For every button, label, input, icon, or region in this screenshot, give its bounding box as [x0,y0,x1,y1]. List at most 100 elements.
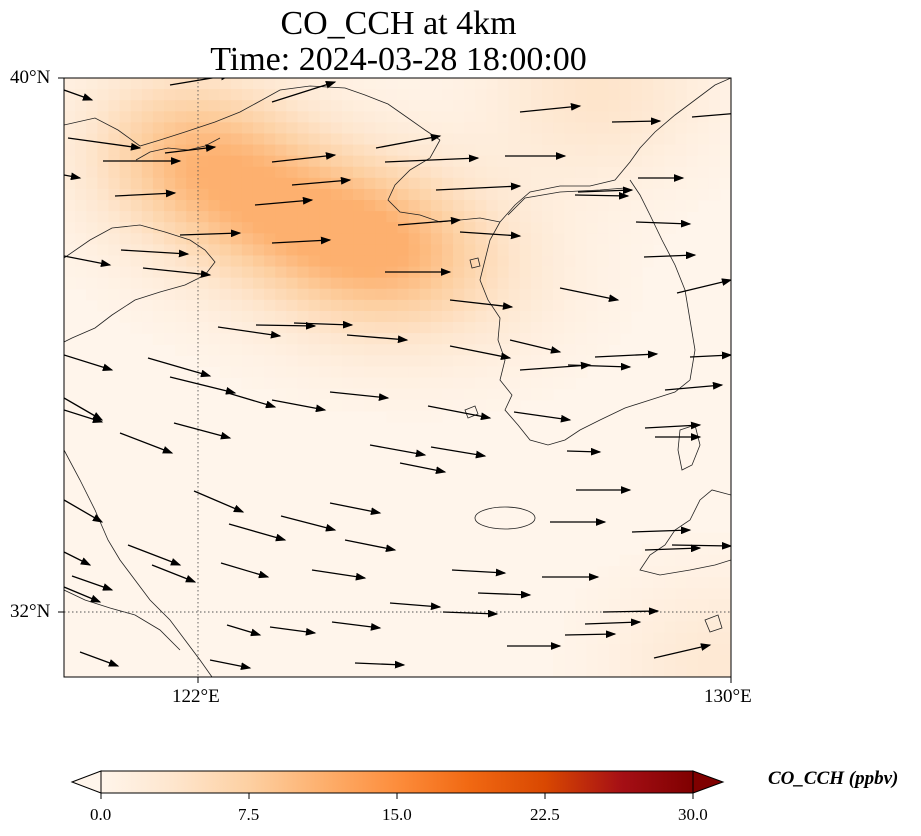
wind-arrow [691,109,731,118]
field-cell [530,366,543,379]
field-cell [364,244,376,257]
field-cell [453,255,465,268]
field-cell [375,133,387,146]
field-cell [575,211,588,223]
field-cell [130,266,143,279]
field-cell [597,144,610,157]
wind-arrow [173,422,232,440]
field-cell [719,654,731,667]
field-cell [364,377,376,390]
field-cell [642,111,654,123]
field-cell [208,133,221,146]
field-cell [330,377,343,390]
field-cell [353,266,365,279]
field-cell [553,377,565,390]
field-cell [508,255,521,268]
field-cell [542,310,554,323]
wind-arrow [559,287,620,302]
field-cell [286,377,299,390]
field-cell [241,355,254,367]
field-cell [530,100,543,112]
field-cell [653,610,665,623]
field-cell [441,78,454,90]
field-cell [130,133,143,146]
field-cell [308,266,321,279]
field-cell [441,244,454,257]
field-cell [697,155,710,168]
field-cell [553,100,565,112]
field-cell [141,144,154,157]
field-cell [297,299,310,312]
field-cell [208,78,221,90]
field-cell [353,333,365,345]
field-cell [441,89,454,101]
field-cell [353,133,365,146]
field-cell [697,599,710,612]
field-cell [386,211,399,223]
field-cell [208,89,221,101]
field-cell [453,244,465,257]
wind-arrow [67,137,142,151]
field-cell [697,78,710,90]
field-cell [375,211,387,223]
field-cell [619,89,632,101]
field-cell [308,111,321,123]
wind-arrow [459,231,522,240]
field-cell [264,78,276,90]
field-cell [542,100,554,112]
field-cell [286,200,299,212]
field-cell [430,177,443,190]
field-cell [619,577,632,589]
field-cell [152,122,165,135]
field-cell [608,122,621,135]
field-cell [475,388,488,401]
wind-arrow [79,651,120,667]
field-cell [241,255,254,268]
field-cell [619,288,632,301]
field-cell [275,177,287,190]
wind-arrow [169,78,232,86]
field-cell [275,388,287,401]
field-cell [419,288,432,301]
field-cell [464,111,476,123]
field-cell [664,144,677,157]
field-cell [497,355,510,367]
field-cell [275,233,287,245]
field-cell [564,177,576,190]
field-cell [497,200,510,212]
field-cell [230,89,243,101]
field-cell [519,89,532,101]
field-cell [230,222,243,234]
field-cell [608,299,621,312]
field-cell [64,89,76,101]
field-cell [553,665,565,677]
field-cell [319,255,332,268]
field-cell [330,333,343,345]
field-cell [341,233,354,245]
field-cell [519,299,532,312]
field-cell [230,111,243,123]
field-cell [697,588,710,600]
field-cell [675,133,688,146]
field-cell [464,399,476,412]
field-cell [542,277,554,290]
field-cell [464,355,476,367]
field-cell [653,643,665,656]
field-cell [419,322,432,334]
field-cell [86,277,98,290]
field-cell [141,222,154,234]
field-cell [419,111,432,123]
field-cell [152,78,165,90]
field-cell [219,177,232,190]
field-cell [319,177,332,190]
field-cell [75,233,87,245]
field-cell [597,188,610,201]
field-cell [164,277,176,290]
field-cell [608,665,621,677]
field-cell [330,266,343,279]
field-cell [553,277,565,290]
field-cell [252,222,265,234]
field-cell [330,355,343,367]
field-cell [441,100,454,112]
wind-arrow [564,630,617,639]
